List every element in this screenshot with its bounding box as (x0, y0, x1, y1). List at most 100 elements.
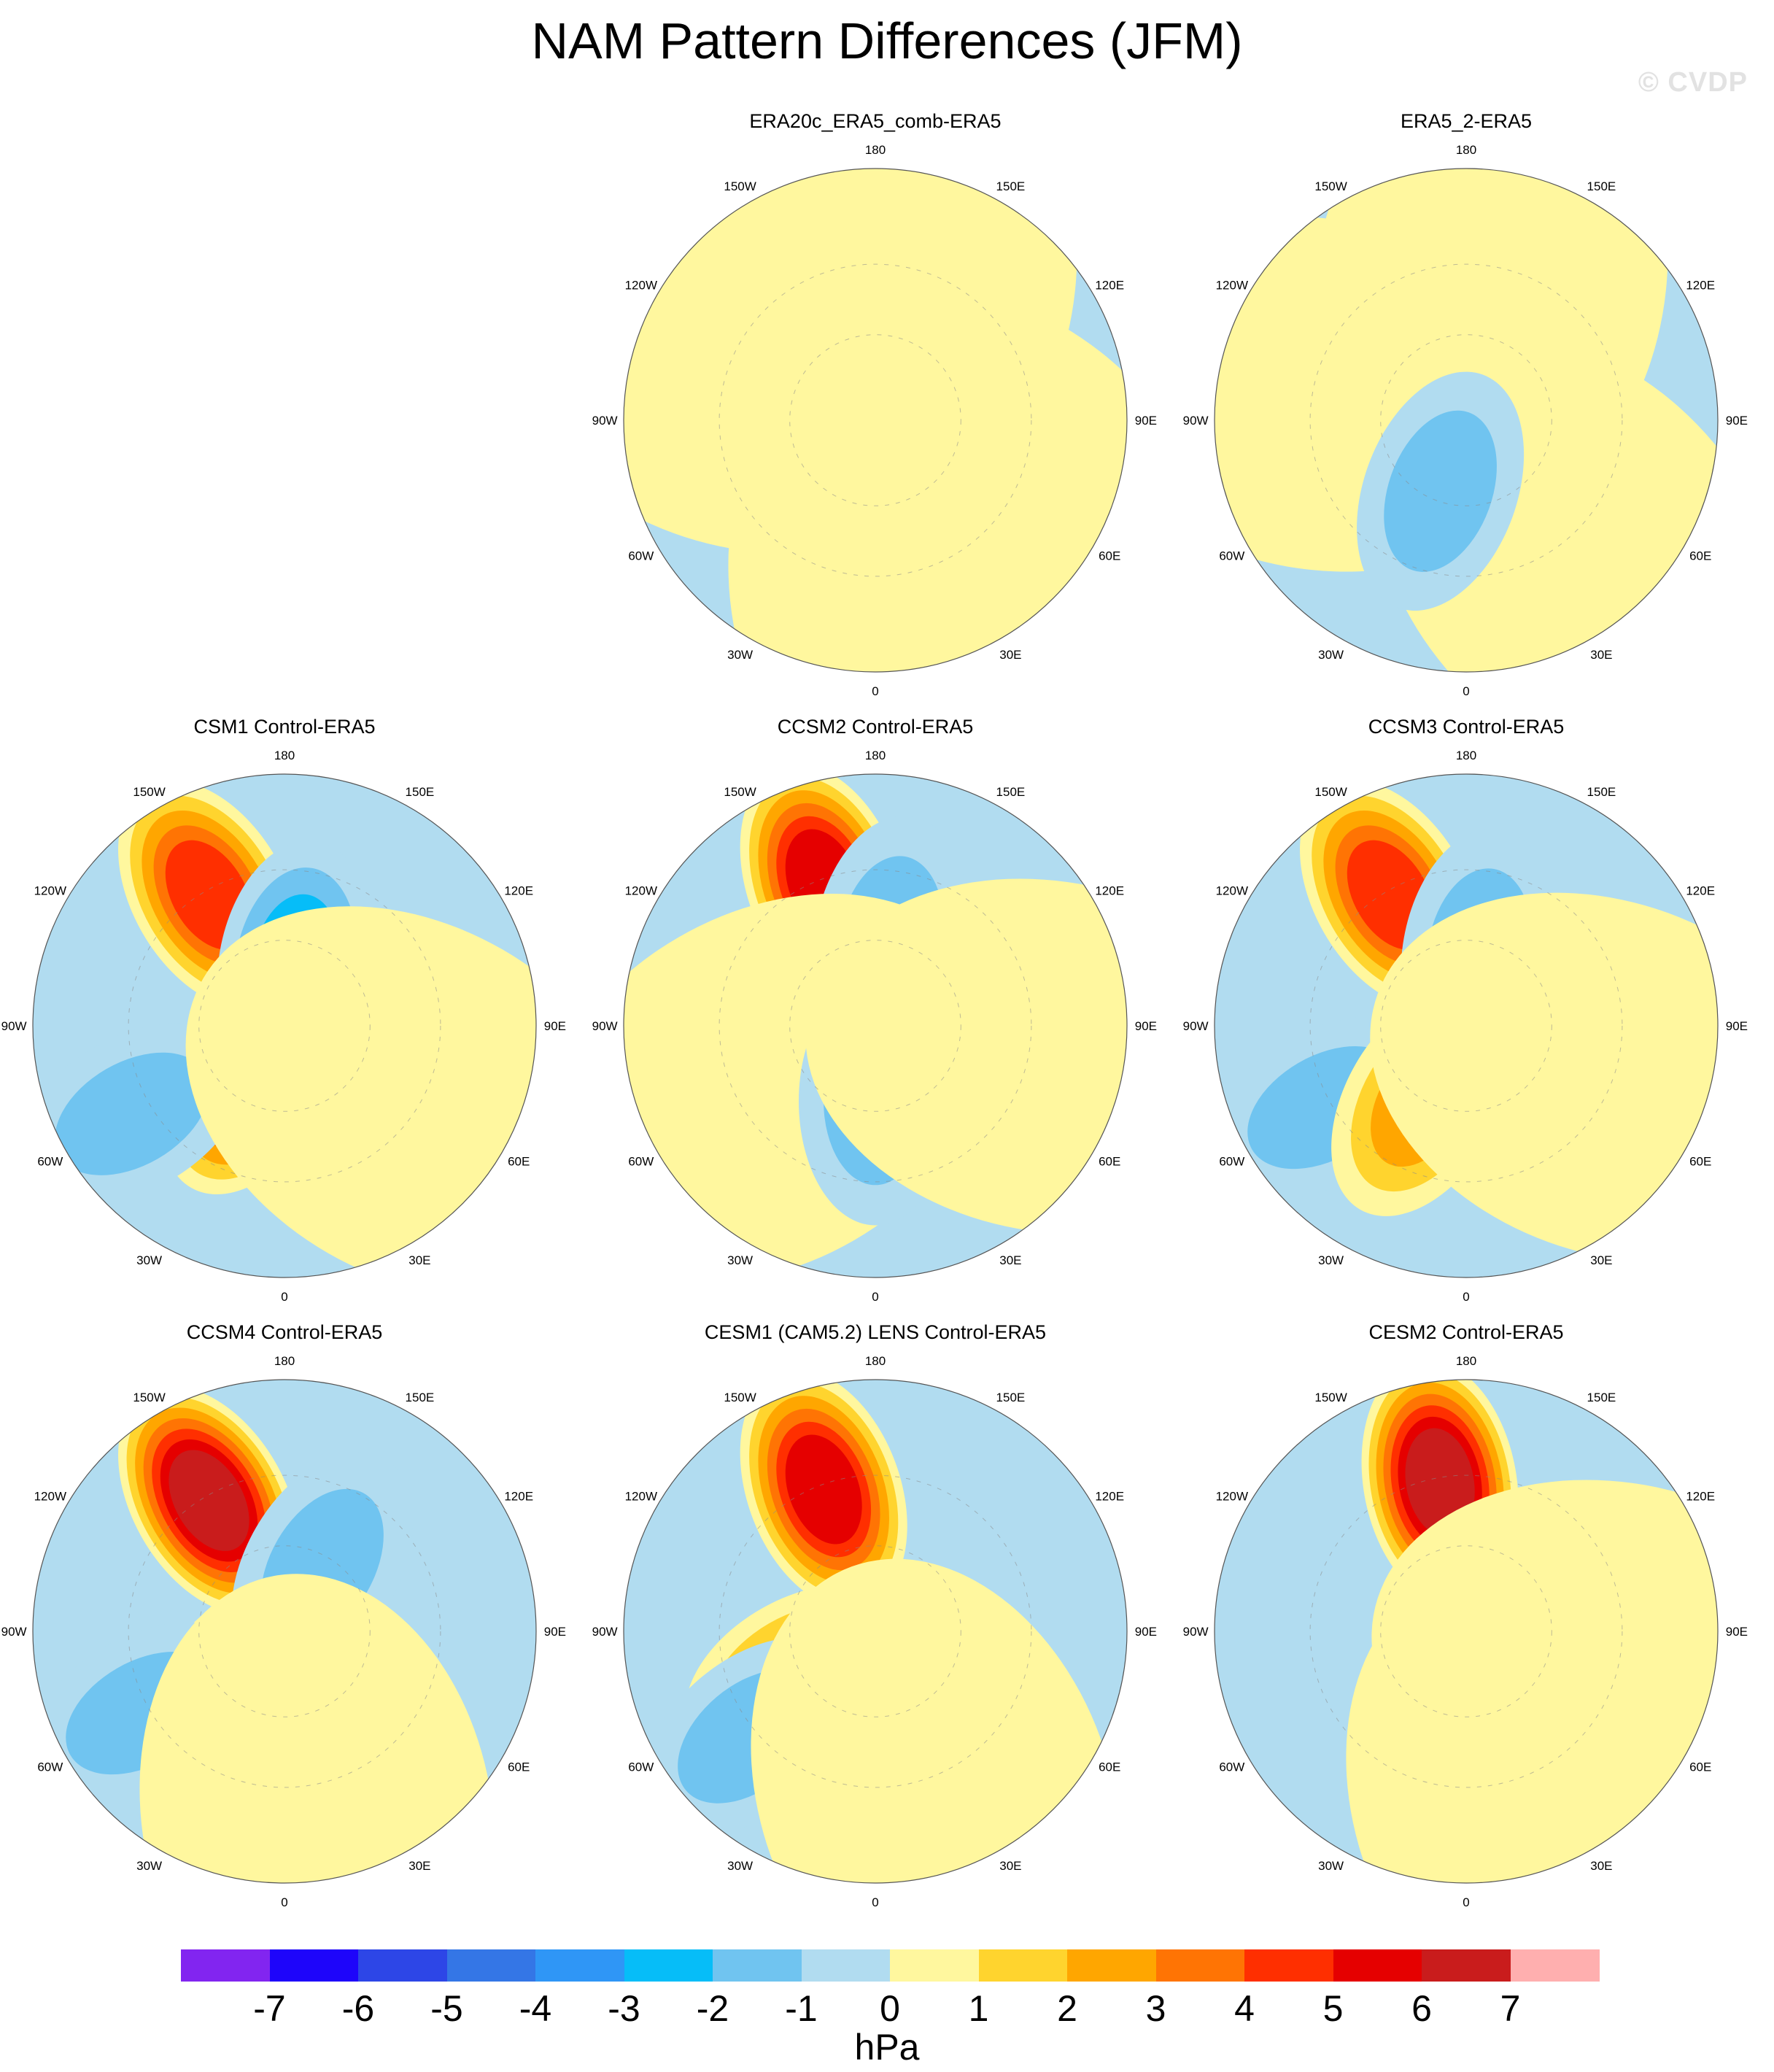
longitude-label: 150E (1587, 179, 1616, 193)
longitude-label: 60E (1099, 1760, 1120, 1774)
panel-title: CCSM4 Control-ERA5 (186, 1321, 383, 1343)
longitude-label: 30E (408, 1859, 430, 1873)
longitude-label: 30E (999, 1859, 1021, 1873)
map-panel: ERA5_2-ERA5 180 150E 120E 90E 60E 30E 0 30W 60W 90… (1182, 109, 1751, 698)
longitude-label: 0 (872, 1895, 878, 1909)
longitude-label: 180 (865, 143, 886, 157)
longitude-label: 180 (865, 749, 886, 762)
longitude-label: 30E (1590, 1859, 1612, 1873)
coastline (198, 1545, 371, 1717)
polar-map: 180 150E 120E 90E 60E 30E 0 30W 60W 90W 120W 150W (1183, 1354, 1748, 1909)
anomaly-contour (1371, 1480, 1718, 1836)
longitude-label: 90W (592, 1019, 618, 1033)
coastline (789, 334, 961, 506)
figure-title: NAM Pattern Differences (JFM) (531, 12, 1243, 69)
coastline (789, 940, 961, 1112)
panel-title: CESM2 Control-ERA5 (1368, 1321, 1564, 1343)
longitude-label: 30W (727, 1253, 753, 1267)
map-panel: CSM1 Control-ERA5 180 150E 120E 90E 60E 30E 0 30… (0, 715, 569, 1304)
longitude-label: 60E (1099, 1154, 1120, 1168)
colorbar-tick-label: -7 (253, 1988, 286, 2029)
longitude-label: 120E (504, 884, 533, 898)
panel-title: CSM1 Control-ERA5 (193, 716, 376, 738)
colorbar-tick-label: 4 (1234, 1988, 1255, 2029)
longitude-label: 150E (1587, 1391, 1616, 1404)
colorbar-box (446, 1949, 536, 1982)
coastline (1309, 869, 1623, 1183)
colorbar-tick-label: 5 (1322, 1988, 1344, 2029)
map-panel: CCSM4 Control-ERA5 180 150E 120E 90E 60E 30E 0 3… (0, 1321, 569, 1909)
longitude-label: 90E (544, 1625, 566, 1639)
longitude-label: 30W (1318, 1253, 1344, 1267)
anomaly-contour (1370, 892, 1718, 1262)
coastline (1380, 334, 1552, 506)
map-border (1214, 773, 1719, 1278)
map-panel: CCSM2 Control-ERA5 180 150E 120E 90E 60E 30E 0 3… (591, 715, 1160, 1304)
map-panel: ERA20c_ERA5_comb-ERA5 180 150E 120E 90E 60E 30… (591, 109, 1160, 698)
longitude-label: 120W (625, 1490, 657, 1504)
coastline (1380, 940, 1552, 1112)
anomaly-contour (751, 1558, 1120, 1883)
longitude-label: 150W (724, 179, 756, 193)
anomaly-contour (785, 1434, 862, 1545)
longitude-label: 90E (1726, 414, 1748, 428)
colorbar-box (1155, 1949, 1245, 1982)
longitude-label: 90W (592, 414, 618, 428)
longitude-label: 90W (1183, 1625, 1209, 1639)
map-panel: CCSM3 Control-ERA5 180 150E 120E 90E 60E 30E 0 3… (1182, 715, 1751, 1304)
longitude-label: 60E (1689, 549, 1711, 563)
longitude-label: 180 (274, 749, 295, 762)
colorbar-units: hPa (854, 2027, 920, 2068)
longitude-label: 60E (1099, 549, 1120, 563)
longitude-label: 60W (628, 1154, 654, 1168)
colorbar-tick-label: 2 (1057, 1988, 1077, 2029)
longitude-label: 30W (727, 648, 753, 662)
panel-title: ERA5_2-ERA5 (1400, 110, 1533, 132)
polar-map: 180 150E 120E 90E 60E 30E 0 30W 60W 90W 120W 150W (1, 749, 566, 1304)
colorbar-tick-label: -3 (608, 1988, 640, 2029)
colorbar-box (535, 1949, 624, 1982)
longitude-label: 120W (1216, 1490, 1248, 1504)
longitude-label: 90E (1135, 1625, 1157, 1639)
colorbar-box (1244, 1949, 1333, 1982)
anomaly-contour (805, 878, 1127, 1234)
longitude-label: 120E (1686, 1490, 1715, 1504)
colorbar-box (801, 1949, 891, 1982)
colorbar-box (269, 1949, 359, 1982)
panel-title: CCSM3 Control-ERA5 (1368, 716, 1565, 738)
anomaly-contour (55, 1052, 209, 1175)
longitude-label: 0 (872, 1290, 878, 1304)
colorbar-box (1510, 1949, 1600, 1982)
colorbar-tick-label: -2 (696, 1988, 729, 2029)
longitude-label: 120E (1686, 279, 1715, 293)
longitude-label: 150E (406, 1391, 435, 1404)
longitude-label: 30E (1590, 1253, 1612, 1267)
longitude-label: 30W (136, 1859, 162, 1873)
polar-map: 180 150E 120E 90E 60E 30E 0 30W 60W 90W 120W 150W (592, 143, 1157, 698)
longitude-label: 120W (1216, 884, 1248, 898)
polar-map: 180 150E 120E 90E 60E 30E 0 30W 60W 90W 120W 150W (1183, 749, 1748, 1304)
longitude-label: 120E (1095, 279, 1124, 293)
longitude-label: 120W (1216, 279, 1248, 293)
longitude-label: 150E (996, 785, 1026, 799)
longitude-label: 90W (1, 1019, 27, 1033)
longitude-label: 0 (1463, 684, 1469, 698)
longitude-label: 0 (281, 1895, 287, 1909)
longitude-label: 30E (1590, 648, 1612, 662)
longitude-label: 0 (281, 1290, 287, 1304)
longitude-label: 180 (1456, 1354, 1476, 1368)
cvdp-watermark: © CVDP (1638, 67, 1748, 98)
colorbar-box (358, 1949, 447, 1982)
longitude-label: 90E (544, 1019, 566, 1033)
longitude-label: 120W (625, 884, 657, 898)
colorbar-box (1333, 1949, 1422, 1982)
longitude-label: 150W (724, 1391, 756, 1404)
coastline (1309, 1474, 1623, 1788)
longitude-label: 60W (37, 1154, 63, 1168)
colorbar-tick-label: -6 (341, 1988, 375, 2029)
map-border (32, 1379, 537, 1884)
longitude-label: 90E (1135, 414, 1157, 428)
longitude-label: 60W (1219, 1154, 1244, 1168)
colorbar-box (181, 1949, 270, 1982)
panel-title: ERA20c_ERA5_comb-ERA5 (749, 110, 1002, 132)
